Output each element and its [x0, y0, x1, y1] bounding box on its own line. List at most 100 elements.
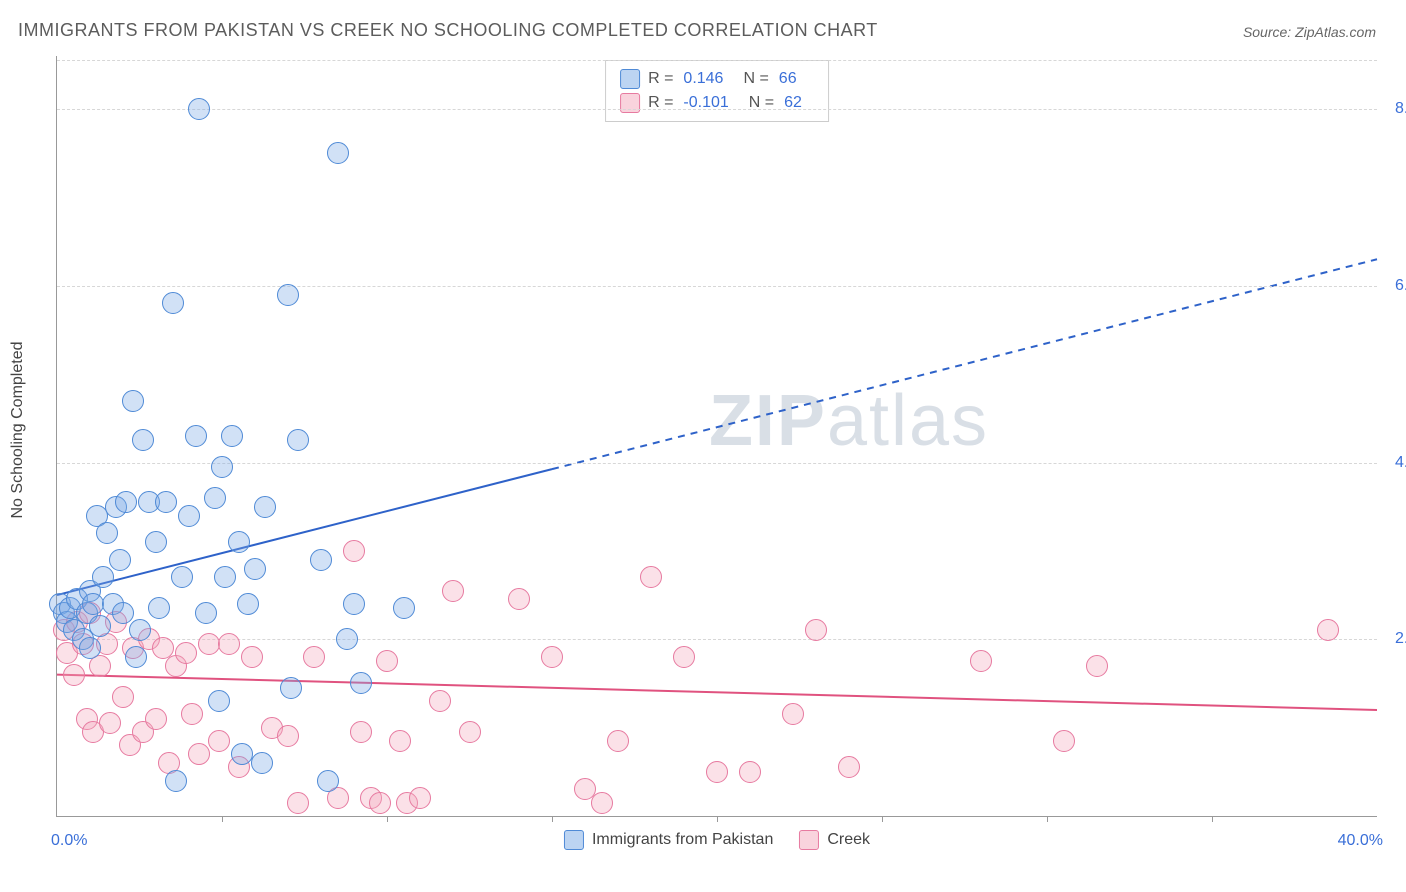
- x-tick: [1212, 816, 1213, 822]
- data-point: [343, 540, 365, 562]
- data-point: [970, 650, 992, 672]
- swatch-blue-icon: [620, 69, 640, 89]
- y-tick-label: 8.0%: [1383, 100, 1406, 118]
- data-point: [640, 566, 662, 588]
- data-point: [204, 487, 226, 509]
- data-point: [145, 708, 167, 730]
- data-point: [188, 743, 210, 765]
- data-point: [376, 650, 398, 672]
- data-point: [195, 602, 217, 624]
- blue-n-value: 66: [779, 67, 797, 91]
- data-point: [122, 390, 144, 412]
- legend-item-blue: Immigrants from Pakistan: [564, 830, 773, 850]
- data-point: [591, 792, 613, 814]
- data-point: [178, 505, 200, 527]
- legend-label-blue: Immigrants from Pakistan: [592, 831, 773, 849]
- data-point: [92, 566, 114, 588]
- data-point: [350, 672, 372, 694]
- chart-title: IMMIGRANTS FROM PAKISTAN VS CREEK NO SCH…: [18, 20, 878, 41]
- data-point: [181, 703, 203, 725]
- regression-line: [552, 259, 1377, 469]
- data-point: [277, 284, 299, 306]
- data-point: [706, 761, 728, 783]
- gridline: [57, 286, 1377, 287]
- data-point: [208, 690, 230, 712]
- data-point: [343, 593, 365, 615]
- data-point: [109, 549, 131, 571]
- data-point: [218, 633, 240, 655]
- data-point: [838, 756, 860, 778]
- data-point: [82, 593, 104, 615]
- blue-r-value: 0.146: [683, 67, 723, 91]
- data-point: [508, 588, 530, 610]
- data-point: [782, 703, 804, 725]
- x-tick: [387, 816, 388, 822]
- series-legend: Immigrants from Pakistan Creek: [564, 830, 870, 850]
- data-point: [89, 615, 111, 637]
- gridline: [57, 639, 1377, 640]
- x-tick: [882, 816, 883, 822]
- data-point: [125, 646, 147, 668]
- data-point: [63, 664, 85, 686]
- data-point: [287, 429, 309, 451]
- data-point: [221, 425, 243, 447]
- y-tick-label: 2.0%: [1383, 630, 1406, 648]
- x-axis-min-label: 0.0%: [51, 832, 87, 850]
- data-point: [429, 690, 451, 712]
- legend-row-pink: R = -0.101 N = 62: [620, 91, 814, 115]
- data-point: [112, 602, 134, 624]
- x-tick: [1047, 816, 1048, 822]
- data-point: [228, 531, 250, 553]
- swatch-blue-icon: [564, 830, 584, 850]
- data-point: [148, 597, 170, 619]
- data-point: [336, 628, 358, 650]
- data-point: [171, 566, 193, 588]
- data-point: [1317, 619, 1339, 641]
- data-point: [208, 730, 230, 752]
- data-point: [132, 429, 154, 451]
- data-point: [1053, 730, 1075, 752]
- x-tick: [552, 816, 553, 822]
- data-point: [277, 725, 299, 747]
- data-point: [244, 558, 266, 580]
- pink-n-value: 62: [784, 91, 802, 115]
- data-point: [79, 637, 101, 659]
- data-point: [241, 646, 263, 668]
- data-point: [162, 292, 184, 314]
- x-tick: [717, 816, 718, 822]
- pink-r-value: -0.101: [683, 91, 728, 115]
- data-point: [129, 619, 151, 641]
- data-point: [155, 491, 177, 513]
- y-tick-label: 4.0%: [1383, 454, 1406, 472]
- regression-line: [57, 469, 552, 595]
- y-axis-label: No Schooling Completed: [9, 342, 27, 519]
- data-point: [280, 677, 302, 699]
- legend-label-pink: Creek: [827, 831, 870, 849]
- data-point: [211, 456, 233, 478]
- data-point: [237, 593, 259, 615]
- data-point: [607, 730, 629, 752]
- data-point: [99, 712, 121, 734]
- data-point: [145, 531, 167, 553]
- x-tick: [222, 816, 223, 822]
- data-point: [409, 787, 431, 809]
- gridline: [57, 463, 1377, 464]
- data-point: [287, 792, 309, 814]
- data-point: [369, 792, 391, 814]
- data-point: [1086, 655, 1108, 677]
- regression-line: [57, 675, 1377, 710]
- x-axis-max-label: 40.0%: [1338, 832, 1383, 850]
- correlation-legend: R = 0.146 N = 66 R = -0.101 N = 62: [605, 60, 829, 122]
- gridline: [57, 60, 1377, 61]
- y-tick-label: 6.0%: [1383, 277, 1406, 295]
- data-point: [198, 633, 220, 655]
- data-point: [805, 619, 827, 641]
- data-point: [96, 522, 118, 544]
- data-point: [310, 549, 332, 571]
- regression-lines-layer: [57, 56, 1377, 816]
- r-label: R =: [648, 67, 673, 91]
- gridline: [57, 109, 1377, 110]
- data-point: [317, 770, 339, 792]
- data-point: [350, 721, 372, 743]
- legend-row-blue: R = 0.146 N = 66: [620, 67, 814, 91]
